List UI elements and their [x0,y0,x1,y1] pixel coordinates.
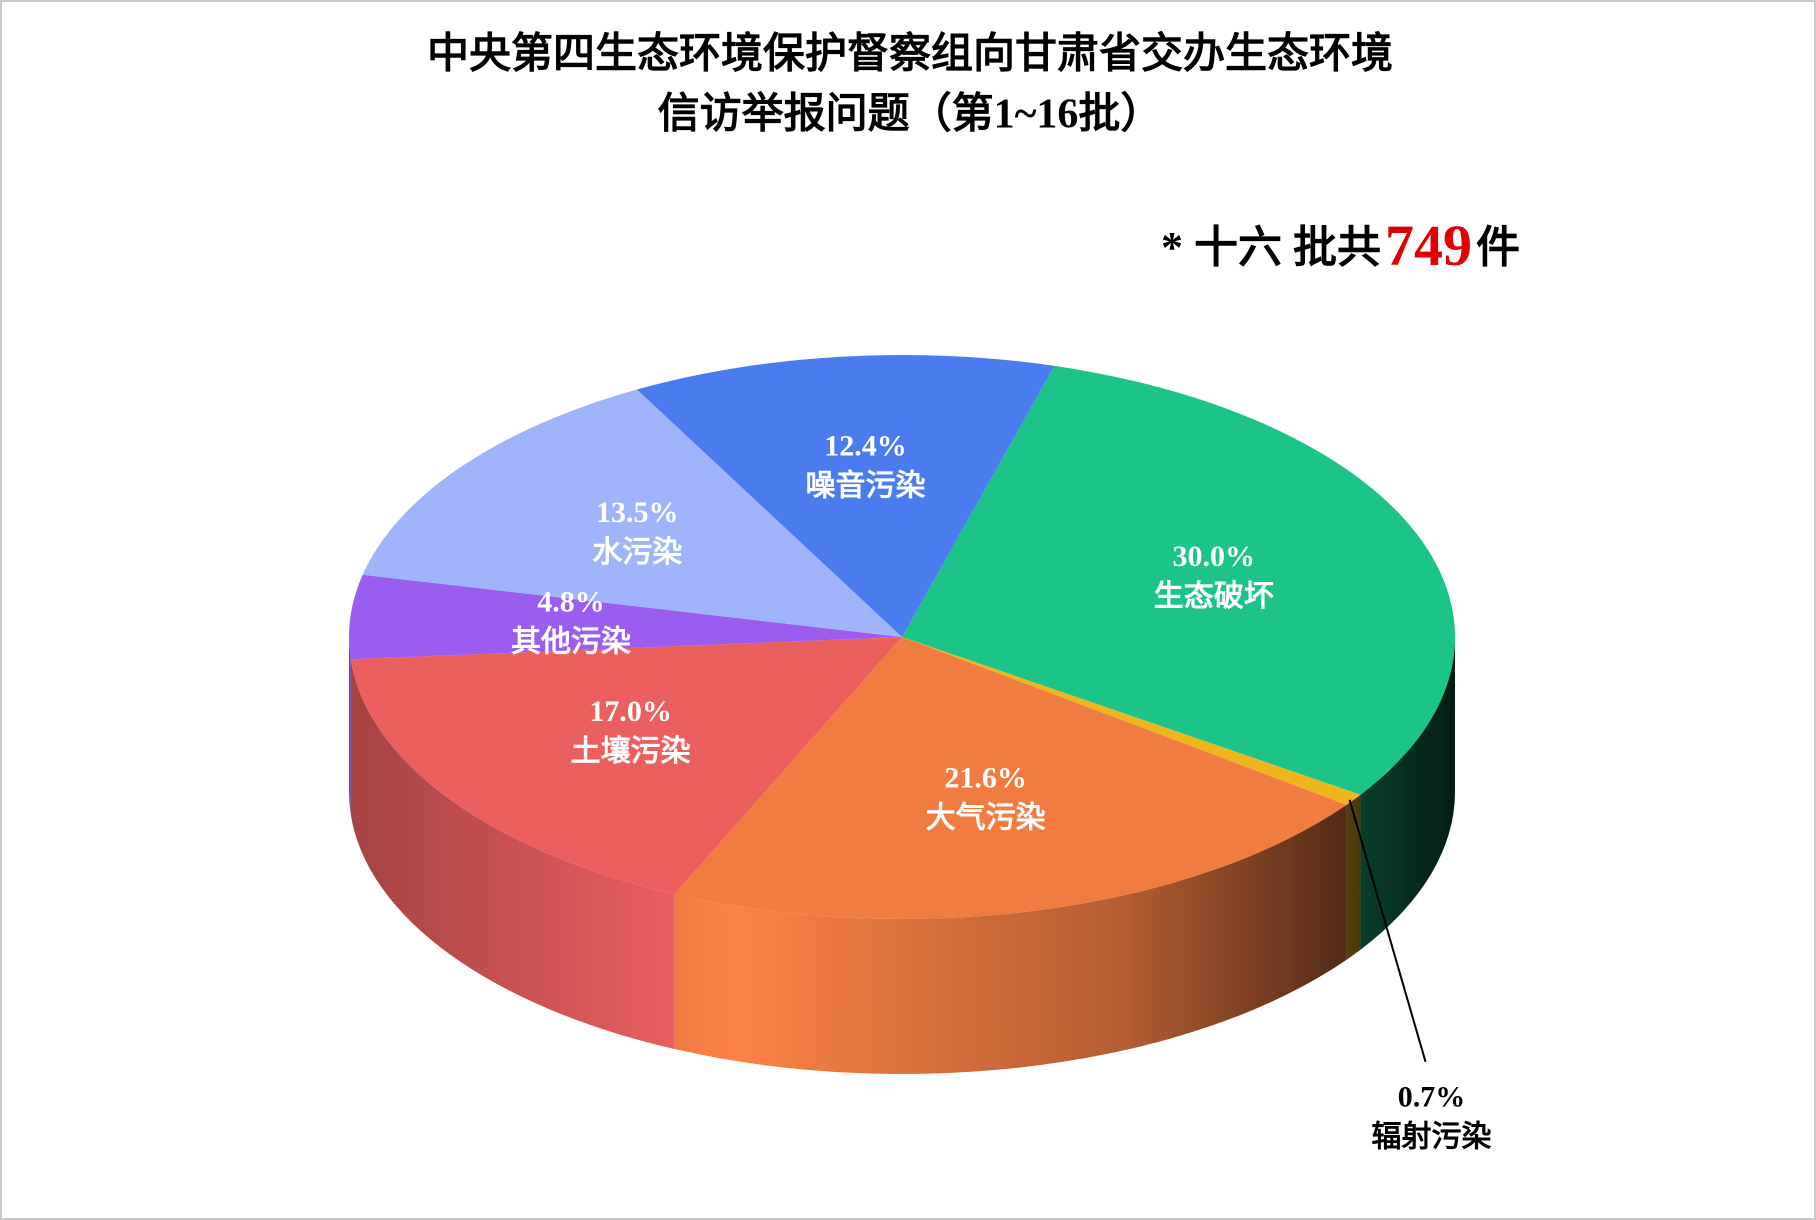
slice-side [1360,637,1455,950]
chart-title: 信访举报问题（第1~16批） [658,91,1163,138]
note-prefix: * 十六 批共 [1161,223,1381,272]
category-label: 大气污染 [926,802,1046,835]
value-label: 30.0% [1173,540,1256,573]
category-label: 生态破坏 [1154,580,1274,613]
category-label: 其他污染 [511,626,631,659]
category-label: 水污染 [592,536,682,569]
value-label: 17.0% [589,695,672,728]
note-total: 749 [1385,213,1472,278]
slice [902,637,1361,805]
slice-side [674,804,1347,1074]
slice [362,389,903,637]
pie-sides [349,637,1455,1074]
total-note: * 十六 批共 749 件 [1161,213,1520,278]
slice [674,637,1347,919]
category-label: 辐射污染 [1372,1121,1492,1154]
value-label: 13.5% [596,496,679,529]
slice [636,354,1055,637]
category-label: 噪音污染 [805,470,925,503]
pie-labels: 30.0% 生态破坏 0.7% 辐射污染 21.6% 大气污染 17.0% 土壤污染 4.8% 其… [511,430,1491,1154]
pie-tops [349,354,1455,919]
slice-side [350,659,675,1050]
slice [349,574,902,660]
note-suffix: 件 [1476,223,1520,272]
slice [902,365,1455,795]
value-label: 21.6% [944,762,1027,795]
category-label: 土壤污染 [571,734,691,768]
value-label: 12.4% [824,430,907,463]
slice [350,637,903,895]
slice-side [349,637,351,815]
value-label: 4.8% [537,586,605,619]
chart-title: 中央第四生态环境保护督察组向甘肃省交办生态环境 [427,31,1393,78]
slice-side [1346,794,1361,960]
leader-line [1348,799,1427,1063]
value-label: 0.7% [1398,1081,1466,1114]
